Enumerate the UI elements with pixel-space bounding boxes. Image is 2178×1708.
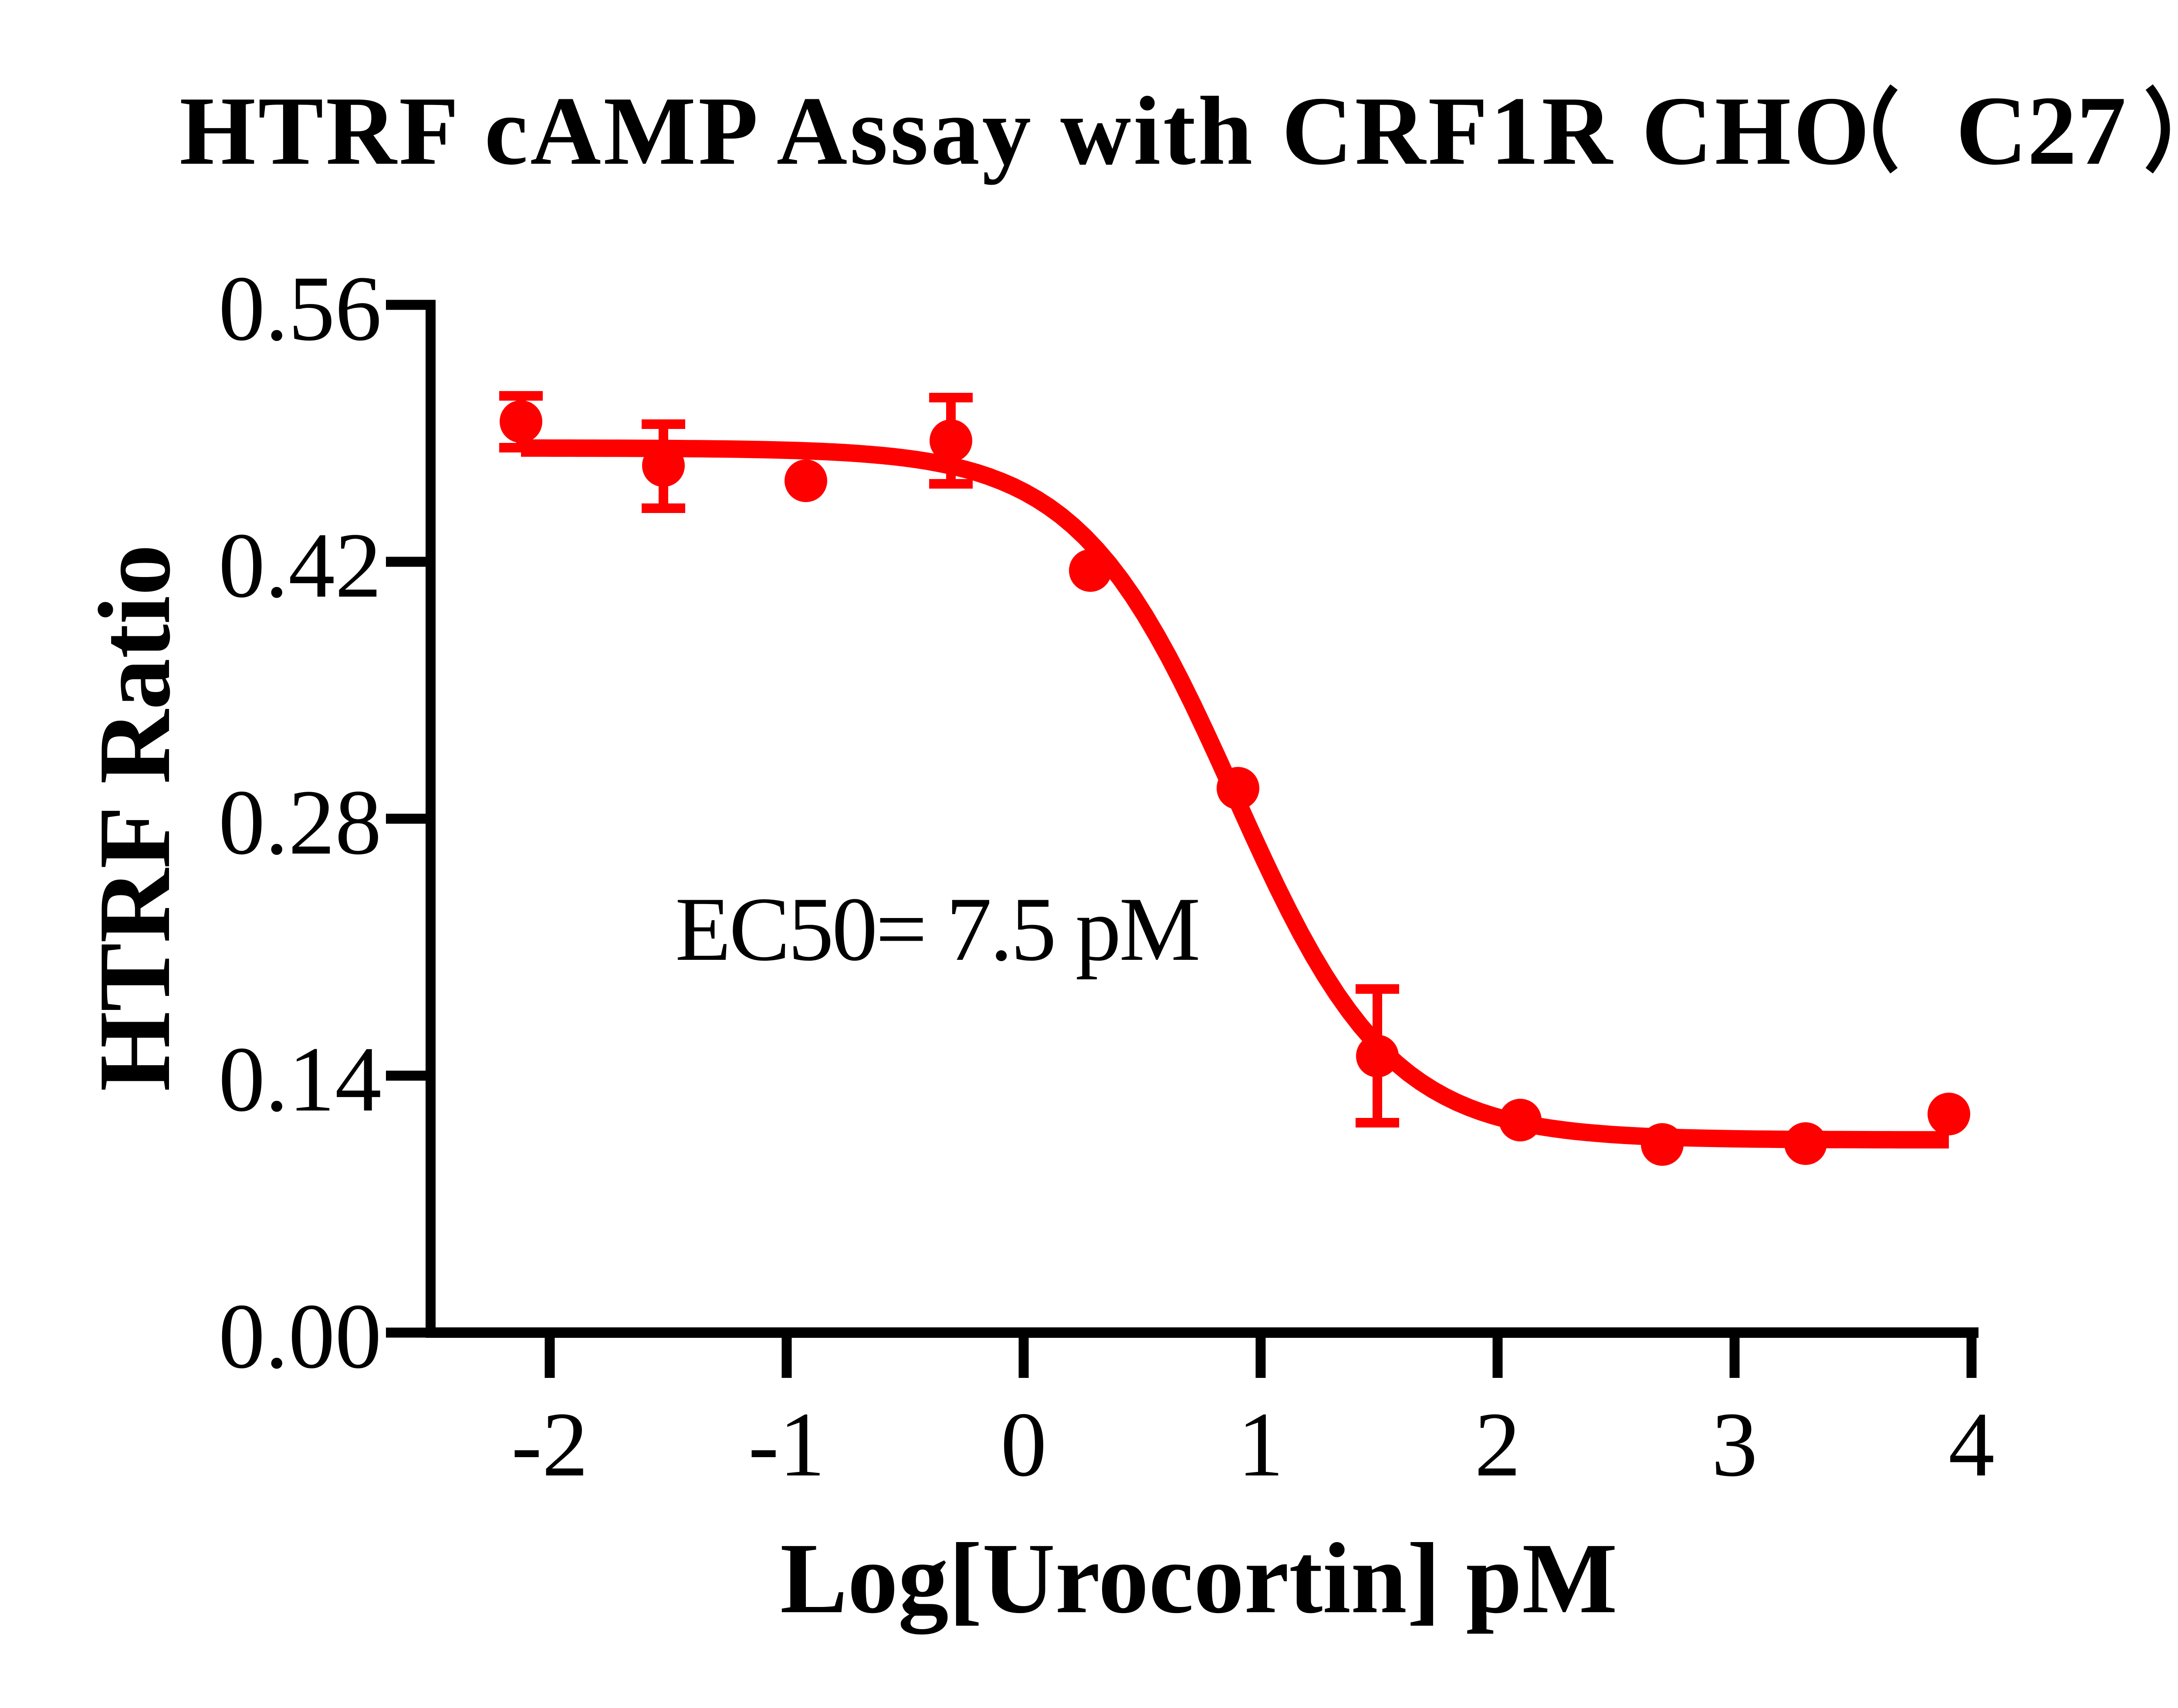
svg-text:-1: -1 [748,1393,825,1495]
svg-text:HTRF Ratio: HTRF Ratio [78,544,192,1091]
svg-text:0.28: 0.28 [219,771,382,874]
svg-text:1: 1 [1238,1393,1284,1495]
svg-text:3: 3 [1711,1393,1758,1495]
svg-text:4: 4 [1948,1393,1995,1495]
svg-text:HTRF cAMP Assay with CRF1R CHO: HTRF cAMP Assay with CRF1R CHO [179,76,1870,185]
svg-text:-2: -2 [511,1393,588,1495]
svg-text:0.00: 0.00 [219,1285,382,1388]
svg-text:Log[Urocortin] pM: Log[Urocortin] pM [780,1522,1617,1634]
svg-text:EC50= 7.5 pM: EC50= 7.5 pM [675,879,1201,980]
svg-text:2: 2 [1475,1393,1521,1495]
svg-text:0.14: 0.14 [219,1028,382,1131]
svg-text:0.56: 0.56 [219,257,382,360]
svg-text:0.42: 0.42 [219,514,382,617]
svg-text:0: 0 [1001,1393,1047,1495]
svg-text:C27: C27 [1956,76,2126,186]
